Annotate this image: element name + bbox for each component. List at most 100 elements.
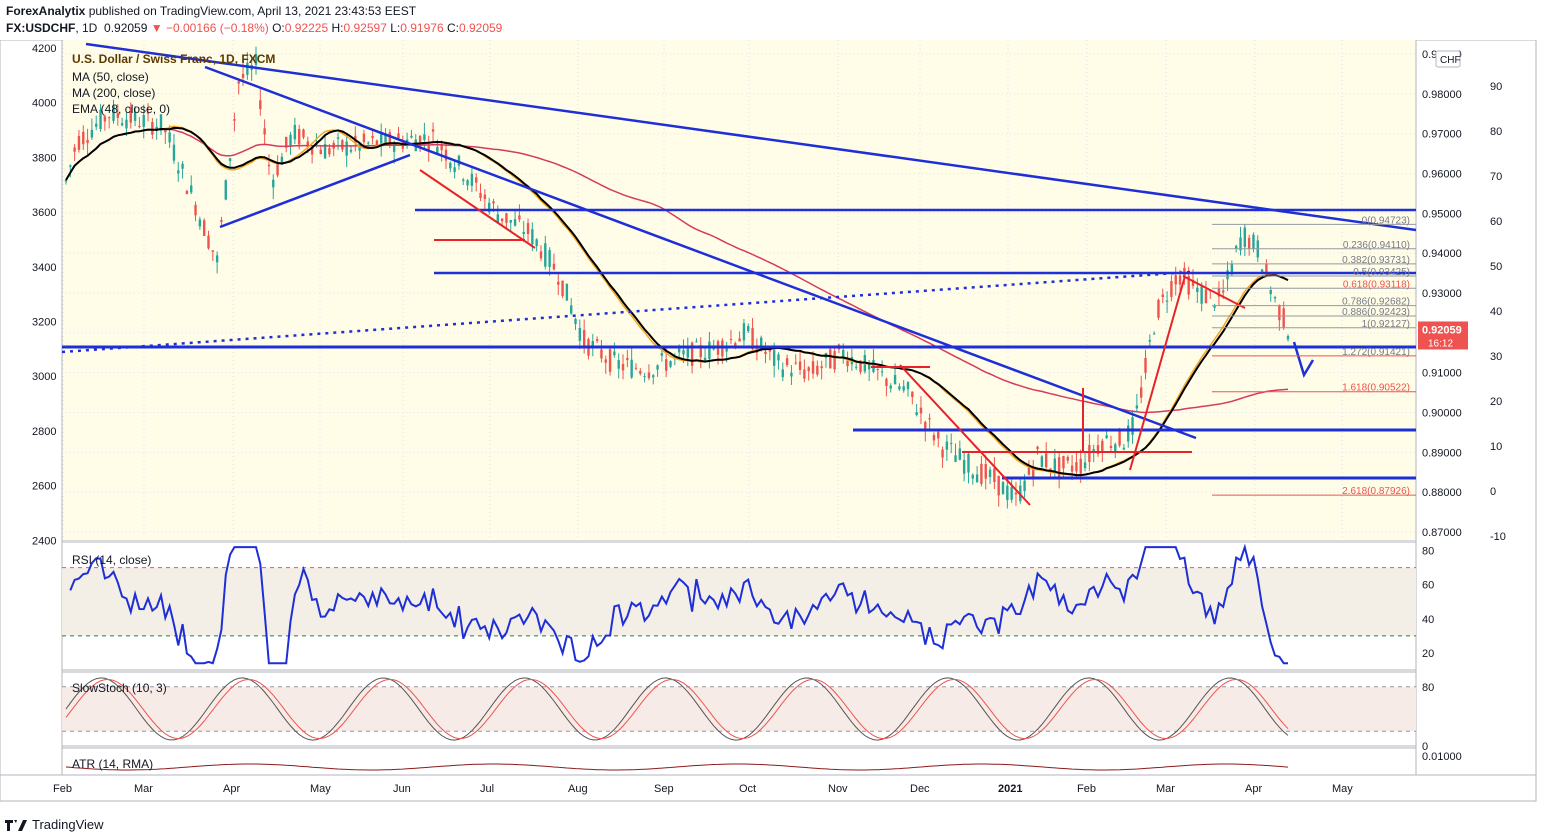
low-value: 0.91976 — [400, 21, 444, 35]
time-axis — [0, 774, 1537, 802]
candle-body — [423, 134, 426, 141]
high-label: H: — [331, 21, 344, 35]
candle-body — [1079, 458, 1082, 474]
candle-body — [682, 350, 685, 355]
grid-lines — [62, 40, 1416, 540]
candle-body — [73, 147, 76, 152]
atr-line — [65, 763, 1289, 771]
candle-body — [362, 133, 366, 143]
candle-body — [1118, 429, 1121, 446]
candle-body — [479, 192, 482, 199]
candle-body — [466, 180, 469, 186]
candle-body — [652, 375, 655, 378]
chart-area[interactable]: 0.990000.980000.970000.960000.950000.940… — [0, 40, 1541, 805]
candle-body — [958, 448, 962, 460]
stoch-title: SlowStoch (10, 3) — [72, 681, 167, 695]
candle-body — [570, 305, 573, 314]
candle-body — [345, 141, 348, 156]
candle-body — [902, 386, 905, 391]
left-tick-label: 2800 — [32, 426, 56, 438]
time-label-apr: Apr — [1245, 783, 1262, 795]
candle-body — [462, 179, 465, 182]
time-label-mar: Mar — [1156, 783, 1175, 795]
publisher-name[interactable]: ForexAnalytix — [6, 4, 86, 18]
candle-body — [656, 365, 659, 370]
candle-body — [293, 124, 297, 140]
time-label-dec: Dec — [910, 783, 930, 795]
candle-body — [1053, 458, 1057, 472]
secondary-tick-label: 70 — [1490, 171, 1502, 183]
candle-body — [1066, 456, 1069, 461]
candle-body — [99, 109, 102, 130]
low-label: L: — [390, 21, 401, 35]
candle-body — [151, 121, 154, 135]
fib-label: 2.618(0.87926) — [1342, 486, 1410, 497]
footer: TradingView — [4, 817, 104, 832]
price-tick-label: 0.89000 — [1422, 447, 1462, 459]
candle-body — [263, 128, 266, 135]
candle-body — [1286, 335, 1290, 340]
candle-body — [436, 146, 439, 154]
time-label-jun: Jun — [393, 783, 411, 795]
candle-body — [941, 449, 944, 458]
candle-body — [220, 220, 223, 222]
candle-body — [1165, 300, 1169, 302]
candle-body — [449, 162, 452, 169]
candle-body — [859, 360, 862, 372]
fib-label: 0.786(0.92682) — [1342, 297, 1410, 308]
candle-body — [591, 340, 594, 348]
candle-body — [470, 173, 474, 186]
fib-label: 0(0.94723) — [1362, 215, 1410, 226]
candle-body — [1247, 237, 1251, 249]
candle-body — [742, 323, 746, 341]
fib-label: 0.5(0.93425) — [1353, 267, 1410, 278]
candle-body — [159, 114, 163, 131]
price-change: −0.00166 (−0.18%) — [165, 21, 269, 35]
stoch-d-line — [65, 678, 1289, 740]
close-label: C: — [446, 21, 459, 35]
candle-body — [77, 135, 81, 150]
tradingview-logo-icon — [5, 819, 27, 831]
candle-body — [634, 367, 638, 369]
fib-label: 1.272(0.91421) — [1342, 347, 1410, 358]
candle-body — [729, 338, 733, 340]
candle-body — [872, 359, 875, 372]
candle-body — [751, 327, 754, 350]
candle-body — [949, 443, 953, 445]
candle-body — [703, 357, 707, 361]
candle-body — [323, 144, 327, 159]
price-axis — [1415, 40, 1537, 776]
left-axis — [0, 40, 63, 776]
candle-body — [1049, 468, 1052, 471]
secondary-tick-label: 10 — [1490, 441, 1502, 453]
candle-body — [1135, 405, 1139, 409]
fib-label: 0.382(0.93731) — [1342, 255, 1410, 266]
candle-body — [1196, 287, 1199, 293]
candle-body — [418, 135, 422, 149]
time-label-aug: Aug — [568, 783, 588, 795]
candle-body — [228, 158, 232, 162]
candle-body — [582, 330, 586, 346]
candle-body — [487, 202, 491, 213]
candle-body — [1057, 457, 1061, 478]
candle-body — [310, 147, 314, 155]
candle-body — [708, 341, 711, 359]
candle-body — [107, 117, 111, 119]
candle-body — [336, 137, 340, 139]
high-value: 0.92597 — [343, 21, 387, 35]
countdown-label: 16:12 — [1428, 338, 1453, 349]
candle-body — [772, 350, 776, 366]
candle-body — [280, 156, 284, 165]
candle-body — [945, 441, 949, 450]
candle-body — [1023, 480, 1026, 492]
candle-body — [906, 382, 910, 390]
candle-body — [103, 116, 107, 122]
candle-body — [1282, 308, 1285, 328]
rsi-tick-label: 20 — [1422, 648, 1434, 660]
footer-brand[interactable]: TradingView — [32, 817, 104, 832]
candle-body — [803, 369, 806, 379]
candle-body — [138, 126, 141, 128]
candle-body — [1105, 435, 1108, 439]
candle-body — [962, 460, 966, 474]
candle-body — [496, 214, 500, 223]
